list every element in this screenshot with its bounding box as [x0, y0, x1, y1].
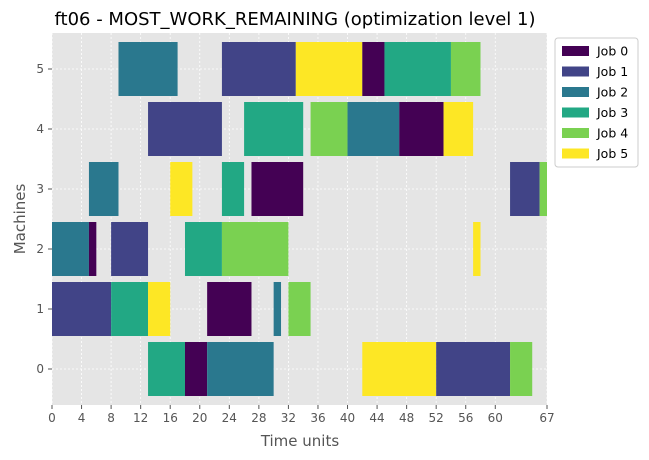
y-tick-label: 4: [36, 122, 44, 136]
x-tick-label: 0: [48, 411, 56, 425]
task-bar: [310, 102, 348, 156]
task-bar: [450, 42, 481, 96]
task-bar: [362, 342, 437, 396]
task-bar: [347, 102, 400, 156]
legend-swatch: [562, 87, 589, 97]
legend-swatch: [562, 107, 589, 118]
x-tick-label: 56: [458, 411, 473, 425]
x-tick-label: 60: [488, 411, 503, 425]
task-bar: [207, 282, 252, 336]
task-bar: [118, 42, 178, 96]
task-bar: [244, 102, 304, 156]
task-bar: [207, 342, 274, 396]
task-bar: [436, 342, 511, 396]
task-bar: [111, 222, 149, 276]
task-bar: [399, 102, 444, 156]
task-bar: [170, 162, 193, 216]
task-bar: [384, 42, 451, 96]
task-bar: [273, 282, 282, 336]
x-tick-label: 44: [369, 411, 384, 425]
task-bars: [52, 42, 547, 396]
task-bar: [88, 162, 119, 216]
x-tick-label: 32: [281, 411, 296, 425]
y-tick-label: 5: [36, 62, 44, 76]
task-bar: [111, 282, 149, 336]
y-tick-label: 3: [36, 182, 44, 196]
x-tick-label: 52: [429, 411, 444, 425]
task-bar: [510, 162, 540, 216]
legend-swatch: [562, 66, 589, 77]
task-bar: [184, 222, 222, 276]
y-tick-label: 1: [36, 302, 44, 316]
legend-label: Job 0: [596, 44, 628, 59]
task-bar: [539, 162, 547, 216]
legend-swatch: [562, 148, 589, 159]
x-tick-label: 24: [222, 411, 237, 425]
task-bar: [148, 282, 171, 336]
legend-label: Job 3: [596, 105, 628, 120]
task-bar: [148, 342, 185, 396]
task-bar: [184, 342, 208, 396]
task-bar: [148, 102, 222, 156]
x-tick-label: 28: [251, 411, 266, 425]
x-tick-label: 16: [163, 411, 178, 425]
x-tick-label: 36: [310, 411, 325, 425]
task-bar: [52, 222, 89, 276]
x-tick-label: 8: [107, 411, 115, 425]
task-bar: [510, 342, 533, 396]
task-bar: [221, 42, 296, 96]
x-tick-label: 48: [399, 411, 414, 425]
chart-title: ft06 - MOST_WORK_REMAINING (optimization…: [55, 9, 536, 30]
task-bar: [52, 282, 112, 336]
legend-label: Job 1: [596, 64, 628, 79]
x-tick-label: 12: [133, 411, 148, 425]
task-bar: [221, 162, 245, 216]
legend-label: Job 2: [596, 85, 628, 100]
task-bar: [251, 162, 304, 216]
x-tick-label: 40: [340, 411, 355, 425]
y-axis-label: Machines: [11, 184, 29, 255]
task-bar: [288, 282, 311, 336]
task-bar: [221, 222, 289, 276]
task-bar: [88, 222, 97, 276]
legend-label: Job 5: [596, 146, 628, 161]
x-tick-label: 20: [192, 411, 207, 425]
legend-swatch: [562, 128, 589, 138]
task-bar: [362, 42, 385, 96]
legend: Job 0 Job 1 Job 2 Job 3 Job 4 Job 5: [554, 37, 639, 168]
task-bar: [443, 102, 474, 156]
x-tick-label: 4: [78, 411, 86, 425]
legend-swatch: [562, 46, 589, 56]
y-tick-label: 2: [36, 242, 44, 256]
x-tick-label: 67: [539, 411, 554, 425]
x-axis-ticks: 0 4 8 12 16 20 24 28 32 36 40 44 48 52 56 60 67: [48, 405, 555, 425]
x-axis-label: Time units: [260, 432, 340, 450]
task-bar: [295, 42, 363, 96]
task-bar: [473, 222, 481, 276]
legend-label: Job 4: [596, 126, 628, 141]
y-tick-label: 0: [36, 362, 44, 376]
y-axis-ticks: 0 1 2 3 4 5: [36, 62, 52, 376]
